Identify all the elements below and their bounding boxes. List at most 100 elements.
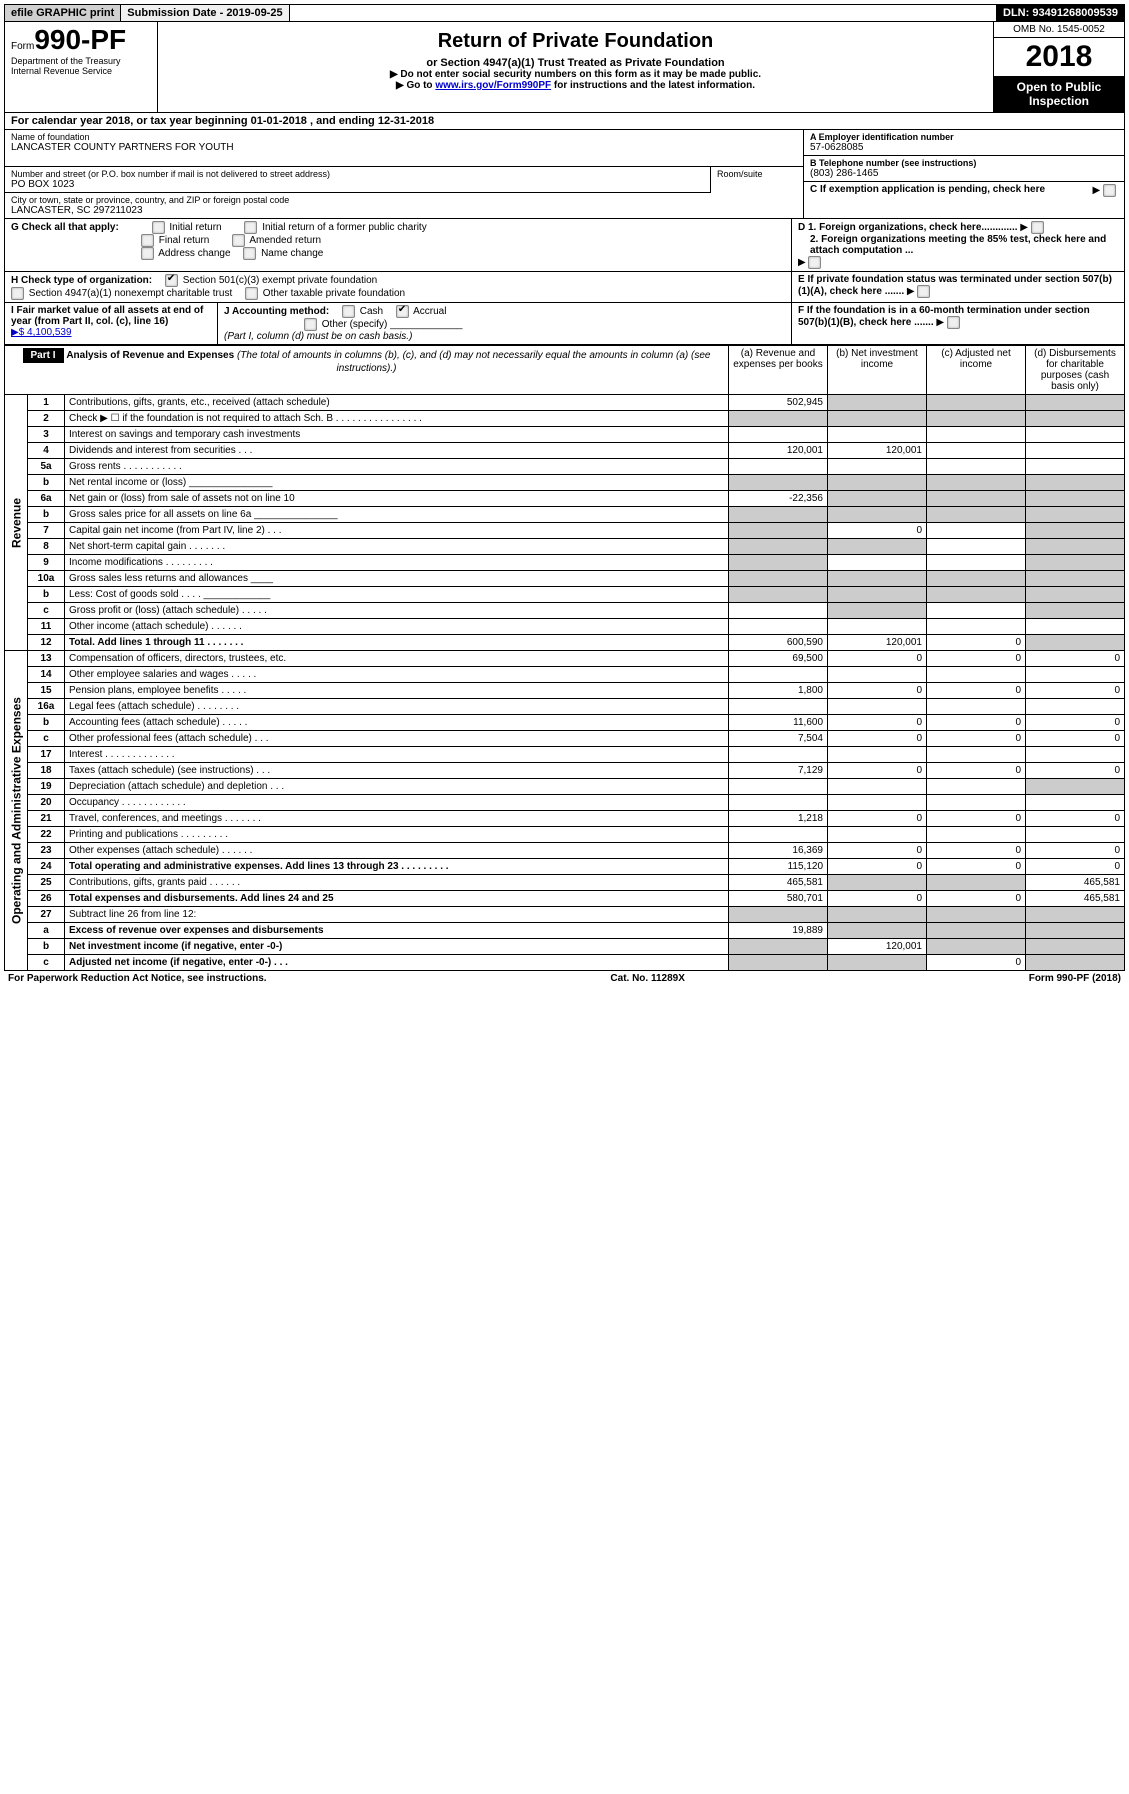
table-row: 20Occupancy . . . . . . . . . . . .: [5, 795, 1125, 811]
amount-cell: [828, 907, 927, 923]
section-g-d: G Check all that apply: Initial return I…: [4, 219, 1125, 272]
amount-cell: [729, 603, 828, 619]
line-number: 11: [28, 619, 65, 635]
amount-cell: [927, 587, 1026, 603]
table-row: 5aGross rents . . . . . . . . . . .: [5, 459, 1125, 475]
amount-cell: [828, 395, 927, 411]
amount-cell: 0: [828, 715, 927, 731]
form-prefix: Form: [11, 41, 34, 52]
foreign-org-checkbox[interactable]: [1031, 221, 1044, 234]
section-i-j-f: I Fair market value of all assets at end…: [4, 303, 1125, 345]
amount-cell: [729, 955, 828, 971]
initial-public-charity-checkbox[interactable]: [244, 221, 257, 234]
amount-cell: 0: [828, 731, 927, 747]
line-desc: Capital gain net income (from Part IV, l…: [65, 523, 729, 539]
cash-checkbox[interactable]: [342, 305, 355, 318]
amount-cell: [828, 411, 927, 427]
amount-cell: [1026, 779, 1125, 795]
line-number: 6a: [28, 491, 65, 507]
amount-cell: 0: [927, 651, 1026, 667]
other-taxable-checkbox[interactable]: [245, 287, 258, 300]
tax-year: 2018: [994, 38, 1124, 76]
submission-date: Submission Date - 2019-09-25: [121, 5, 289, 21]
4947a1-checkbox[interactable]: [11, 287, 24, 300]
table-row: bNet rental income or (loss) ___________…: [5, 475, 1125, 491]
amount-cell: 7,504: [729, 731, 828, 747]
amount-cell: [729, 587, 828, 603]
other-method-checkbox[interactable]: [304, 318, 317, 331]
line-desc: Gross sales price for all assets on line…: [65, 507, 729, 523]
amount-cell: [828, 795, 927, 811]
line-desc: Check ▶ ☐ if the foundation is not requi…: [65, 411, 729, 427]
amount-cell: 1,218: [729, 811, 828, 827]
amount-cell: [1026, 475, 1125, 491]
address-change-checkbox[interactable]: [141, 247, 154, 260]
line-desc: Contributions, gifts, grants paid . . . …: [65, 875, 729, 891]
amount-cell: 69,500: [729, 651, 828, 667]
name-change-checkbox[interactable]: [243, 247, 256, 260]
amount-cell: [1026, 459, 1125, 475]
city-cell: City or town, state or province, country…: [5, 193, 803, 218]
60month-checkbox[interactable]: [947, 316, 960, 329]
line-number: c: [28, 955, 65, 971]
line-number: 20: [28, 795, 65, 811]
amount-cell: 600,590: [729, 635, 828, 651]
amount-cell: [927, 491, 1026, 507]
table-row: Operating and Administrative Expenses13C…: [5, 651, 1125, 667]
line-desc: Adjusted net income (if negative, enter …: [65, 955, 729, 971]
amount-cell: [927, 667, 1026, 683]
final-return-checkbox[interactable]: [141, 234, 154, 247]
table-row: 12Total. Add lines 1 through 11 . . . . …: [5, 635, 1125, 651]
amount-cell: 0: [1026, 683, 1125, 699]
instructions-link[interactable]: www.irs.gov/Form990PF: [435, 80, 551, 91]
calendar-year-row: For calendar year 2018, or tax year begi…: [4, 113, 1125, 130]
amount-cell: [828, 427, 927, 443]
amount-cell: [1026, 619, 1125, 635]
line-desc: Printing and publications . . . . . . . …: [65, 827, 729, 843]
table-row: 27Subtract line 26 from line 12:: [5, 907, 1125, 923]
top-bar-spacer: [290, 5, 997, 21]
line-number: 19: [28, 779, 65, 795]
table-row: 6aNet gain or (loss) from sale of assets…: [5, 491, 1125, 507]
amended-return-checkbox[interactable]: [232, 234, 245, 247]
initial-return-checkbox[interactable]: [152, 221, 165, 234]
form-note-1: ▶ Do not enter social security numbers o…: [162, 69, 989, 80]
line-number: 24: [28, 859, 65, 875]
amount-cell: [729, 795, 828, 811]
line-number: b: [28, 939, 65, 955]
amount-cell: 0: [927, 683, 1026, 699]
amount-cell: 0: [1026, 859, 1125, 875]
line-desc: Other expenses (attach schedule) . . . .…: [65, 843, 729, 859]
ein-cell: A Employer identification number 57-0628…: [804, 130, 1124, 156]
amount-cell: [1026, 747, 1125, 763]
amount-cell: [927, 923, 1026, 939]
501c3-checkbox[interactable]: [165, 274, 178, 287]
amount-cell: 0: [927, 891, 1026, 907]
amount-cell: [828, 587, 927, 603]
table-row: 22Printing and publications . . . . . . …: [5, 827, 1125, 843]
line-number: 3: [28, 427, 65, 443]
section-label: Operating and Administrative Expenses: [5, 651, 28, 971]
amount-cell: [1026, 539, 1125, 555]
col-c-header: (c) Adjusted net income: [927, 346, 1026, 395]
form-title: Return of Private Foundation: [162, 30, 989, 53]
status-terminated-checkbox[interactable]: [917, 285, 930, 298]
table-row: cOther professional fees (attach schedul…: [5, 731, 1125, 747]
amount-cell: 11,600: [729, 715, 828, 731]
amount-cell: [927, 827, 1026, 843]
amount-cell: [927, 411, 1026, 427]
dept-irs: Internal Revenue Service: [11, 66, 151, 76]
amount-cell: [729, 571, 828, 587]
amount-cell: 0: [927, 731, 1026, 747]
accrual-checkbox[interactable]: [396, 305, 409, 318]
amount-cell: [828, 619, 927, 635]
foreign-85-checkbox[interactable]: [808, 256, 821, 269]
line-desc: Gross rents . . . . . . . . . . .: [65, 459, 729, 475]
amount-cell: [1026, 443, 1125, 459]
amount-cell: [1026, 603, 1125, 619]
amount-cell: [927, 523, 1026, 539]
header-title-block: Return of Private Foundation or Section …: [158, 22, 993, 112]
fmv-link[interactable]: ▶$ 4,100,539: [11, 327, 72, 338]
exemption-checkbox[interactable]: [1103, 184, 1116, 197]
amount-cell: [927, 795, 1026, 811]
